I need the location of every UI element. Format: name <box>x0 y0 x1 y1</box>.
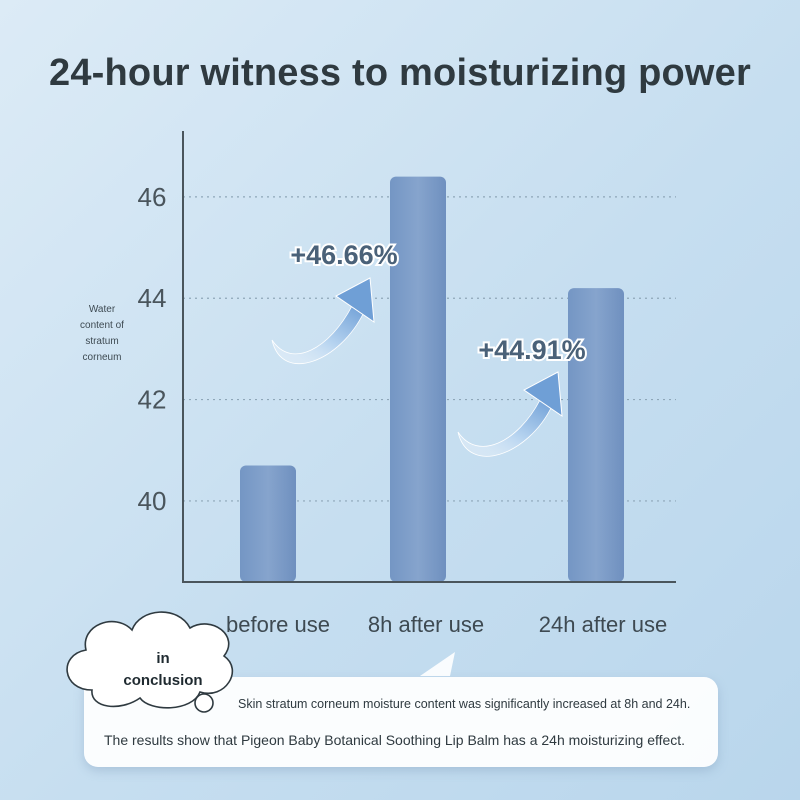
conclusion-body: The results show that Pigeon Baby Botani… <box>104 732 686 748</box>
y-tick-label: 46 <box>138 182 167 212</box>
increase-arrow <box>271 277 375 365</box>
conclusion-label-line2: conclusion <box>123 672 203 689</box>
x-tick-label: 8h after use <box>368 612 484 637</box>
y-tick-label: 42 <box>138 385 167 415</box>
y-axis-label: Water content of stratum corneum <box>80 304 124 363</box>
conclusion-summary: Skin stratum corneum moisture content wa… <box>238 697 691 711</box>
x-tick-label: before use <box>226 612 330 637</box>
chart-title: 24-hour witness to moisturizing power <box>48 52 751 94</box>
x-tick-label: 24h after use <box>539 612 667 637</box>
conclusion-label-line1: in <box>156 650 170 667</box>
bar <box>240 465 296 582</box>
bar <box>390 176 446 582</box>
percent-annotation: +44.91% <box>478 335 585 365</box>
percent-annotation: +46.66% <box>290 240 397 270</box>
increase-arrow <box>457 371 563 457</box>
y-tick-label: 44 <box>138 283 167 313</box>
bar <box>568 288 624 582</box>
conclusion-label: in conclusion <box>100 648 226 692</box>
y-tick-label: 40 <box>138 486 167 516</box>
